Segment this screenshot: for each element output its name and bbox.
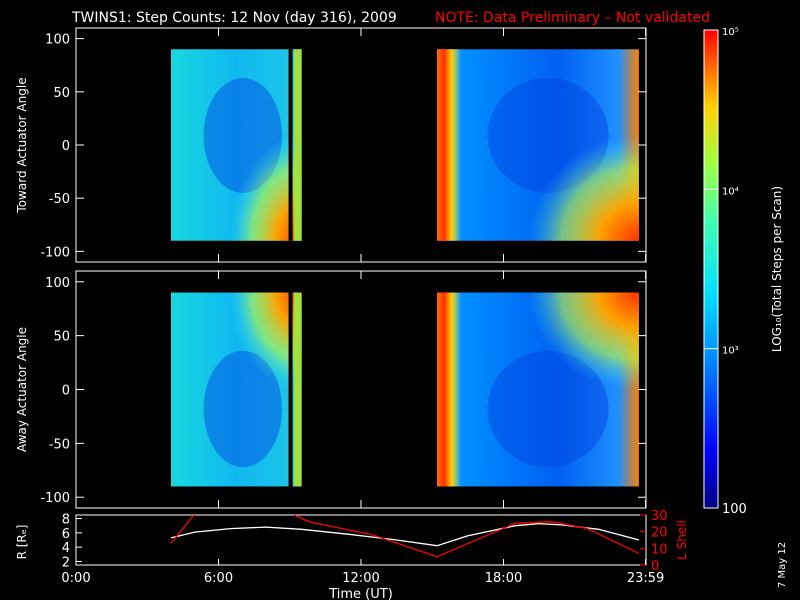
y-tick-label: -50 (49, 437, 70, 452)
data-gap (288, 292, 293, 487)
heatmap-edge-strip (293, 292, 302, 487)
y-tick-label: 50 (53, 86, 70, 101)
y-tick-label: 100 (45, 33, 70, 48)
colorbar-label: LOG₁₀(Total Steps per Scan) (770, 186, 784, 352)
chart-title: TWINS1: Step Counts: 12 Nov (day 316), 2… (71, 10, 397, 26)
y-tick-label: 100 (45, 276, 70, 291)
x-tick-label: 6:00 (204, 571, 233, 586)
y-tick-label: 8 (62, 513, 70, 528)
heatmap-edge-strip (293, 49, 302, 241)
x-tick-label: 0:00 (61, 571, 90, 586)
colorbar: 10⁵ 10⁴ 10³ 100 LOG₁₀(Total Steps per Scan) (703, 27, 784, 517)
l-shell-line (170, 515, 195, 544)
y-tick-label: 0 (62, 139, 70, 154)
toward-angle-panel: -100 -50 0 50 100 Toward Actuator Angle (15, 27, 647, 263)
y-axis-label: Away Actuator Angle (15, 327, 29, 452)
y-tick-label: -100 (40, 491, 70, 506)
x-tick-label: 18:00 (485, 571, 522, 586)
orbit-lines (170, 515, 640, 558)
y-tick-label: 50 (53, 330, 70, 345)
date-stamp: 7 May 12 (777, 542, 788, 588)
heatmap-block (437, 292, 639, 487)
x-tick-label: 12:00 (342, 571, 379, 586)
x-axis-label: Time (UT) (328, 587, 393, 600)
y-axis-label-left: R [Rₑ] (15, 525, 29, 560)
y-tick-label-right: 0 (651, 559, 659, 574)
y-axis-label: Toward Actuator Angle (15, 77, 29, 213)
y-tick-label: 0 (62, 384, 70, 399)
heatmap-hot-edge (437, 49, 462, 241)
plot-frame (75, 514, 647, 566)
heatmap-block (437, 49, 639, 241)
heatmap-hot-region (527, 292, 639, 390)
heatmap-block (171, 49, 302, 241)
y-tick-label: 2 (62, 555, 70, 570)
away-angle-panel: -100 -50 0 50 100 Away Actuator Angle (15, 270, 647, 509)
y-tick-label: -100 (40, 245, 70, 260)
y-tick-label: 6 (62, 527, 70, 542)
data-gap (288, 49, 293, 241)
y-tick-label-right: 10 (651, 542, 668, 557)
heatmap-hot-region (527, 135, 639, 241)
y-tick-label: 4 (62, 541, 70, 556)
data-note: NOTE: Data Preliminary – Not validated (435, 10, 710, 26)
colorbar-tick-label: 10⁵ (722, 27, 739, 38)
colorbar-tick-label: 100 (722, 502, 747, 517)
x-tick-label: 23:59 (627, 571, 664, 586)
heatmap-hot-edge (437, 292, 462, 487)
y-tick-label-right: 30 (651, 509, 668, 524)
colorbar-tick-label: 10⁴ (722, 186, 739, 197)
radius-line (170, 522, 640, 547)
l-shell-line (294, 515, 640, 558)
y-tick-label-right: 20 (651, 526, 668, 541)
y-axis-label-right: L Shell (675, 520, 689, 560)
colorbar-gradient (703, 29, 719, 509)
heatmap-block (171, 292, 302, 487)
colorbar-tick-label: 10³ (722, 346, 739, 357)
y-tick-label: -50 (49, 192, 70, 207)
